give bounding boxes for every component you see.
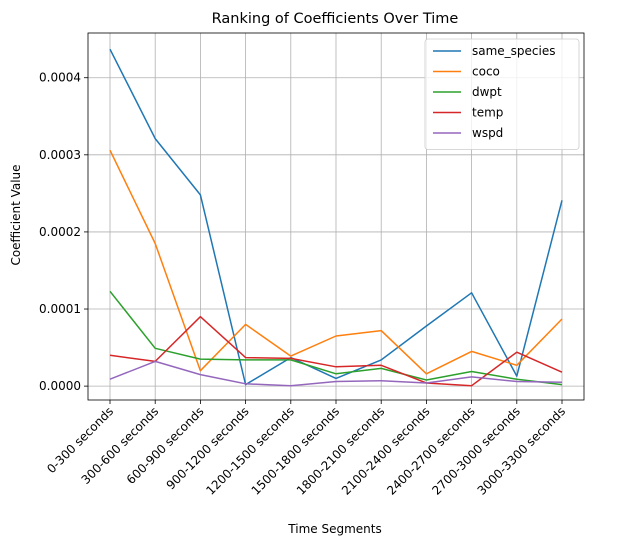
y-axis-title: Coefficient Value [9, 164, 23, 265]
x-axis-title: Time Segments [287, 522, 381, 536]
legend-label: dwpt [472, 85, 502, 99]
series-line-coco [109, 149, 563, 375]
x-tick-label: 1500-1800 seconds [249, 404, 343, 498]
series-line-wspd [109, 360, 563, 387]
series-line-temp [109, 315, 563, 387]
legend-label: temp [472, 106, 503, 120]
x-tick-label: 2700-3000 seconds [429, 404, 523, 498]
x-tick-label: 2400-2700 seconds [384, 404, 478, 498]
legend-label: wspd [472, 126, 503, 140]
x-tick-label: 1800-2100 seconds [294, 404, 388, 498]
x-tick-label: 600-900 seconds [124, 404, 207, 487]
x-tick-label: 2100-2400 seconds [339, 404, 433, 498]
x-tick-label: 3000-3300 seconds [475, 404, 569, 498]
y-tick-label: 0.0001 [39, 302, 81, 316]
series-lines [109, 48, 563, 387]
x-tick-label: 300-600 seconds [79, 404, 162, 487]
chart-title: Ranking of Coefficients Over Time [212, 11, 459, 27]
y-axis: 0.0000 0.0001 0.0002 0.0003 0.0004 [39, 71, 88, 393]
y-tick-label: 0.0000 [39, 379, 81, 393]
y-tick-label: 0.0003 [39, 148, 81, 162]
y-tick-label: 0.0004 [39, 71, 81, 85]
legend-label: coco [472, 65, 500, 79]
x-tick-label: 1200-1500 seconds [203, 404, 297, 498]
legend-label: same_species [472, 44, 556, 58]
legend-box [424, 38, 580, 150]
x-tick-label: 900-1200 seconds [164, 404, 252, 492]
y-tick-label: 0.0002 [39, 225, 81, 239]
series-line-same-species [109, 48, 563, 386]
